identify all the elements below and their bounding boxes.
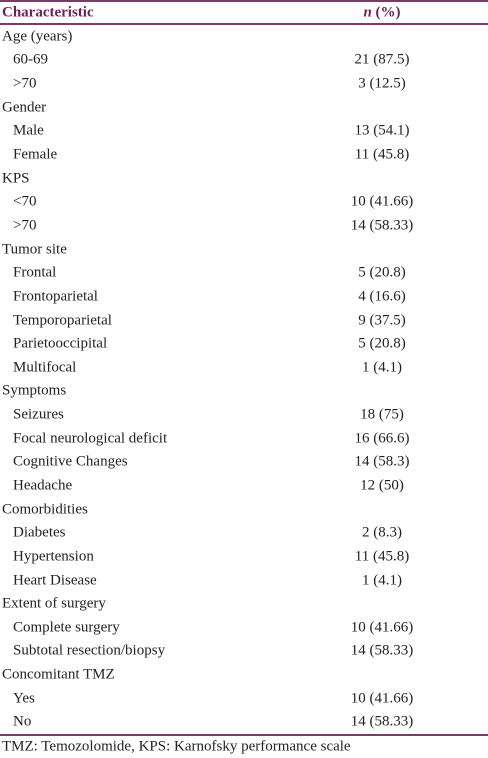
group-row: KPS bbox=[0, 167, 488, 191]
item-row: Complete surgery 10 (41.66) bbox=[0, 616, 488, 640]
item-row: Male 13 (54.1) bbox=[0, 120, 488, 144]
header-percent: (%) bbox=[375, 4, 401, 20]
group-label: Concomitant TMZ bbox=[2, 666, 115, 683]
item-row: Parietooccipital 5 (20.8) bbox=[0, 332, 488, 356]
item-value: 11 (45.8) bbox=[354, 548, 410, 565]
group-label: Extent of surgery bbox=[2, 595, 106, 612]
item-label: Cognitive Changes bbox=[13, 453, 128, 470]
item-label: Diabetes bbox=[13, 524, 66, 541]
footnote-row: TMZ: Temozolomide, KPS: Karnofsky perfor… bbox=[0, 736, 488, 758]
item-label: Female bbox=[13, 146, 58, 163]
item-value: 16 (66.6) bbox=[354, 430, 410, 447]
table-body: Age (years) 60-69 21 (87.5) >70 3 (12.5) Gend… bbox=[0, 25, 488, 734]
item-row: No 14 (58.33) bbox=[0, 711, 488, 735]
item-label: Multifocal bbox=[13, 359, 77, 376]
group-label: Age (years) bbox=[2, 28, 73, 45]
table-header: Characteristic n (%) bbox=[0, 0, 488, 25]
item-row: Multifocal 1 (4.1) bbox=[0, 356, 488, 380]
item-value: 11 (45.8) bbox=[354, 146, 410, 163]
group-row: Symptoms bbox=[0, 380, 488, 404]
item-value: 14 (58.3) bbox=[354, 453, 410, 470]
item-value: 5 (20.8) bbox=[358, 335, 406, 352]
item-row: Seizures 18 (75) bbox=[0, 403, 488, 427]
group-row: Gender bbox=[0, 96, 488, 120]
item-label: Frontal bbox=[13, 264, 57, 281]
item-label: Parietooccipital bbox=[13, 335, 108, 352]
item-value: 2 (8.3) bbox=[362, 524, 402, 541]
item-label: 60-69 bbox=[13, 51, 48, 68]
item-row: Focal neurological deficit 16 (66.6) bbox=[0, 427, 488, 451]
item-value: 18 (75) bbox=[360, 406, 404, 423]
item-value: 10 (41.66) bbox=[350, 619, 414, 636]
group-label: Comorbidities bbox=[2, 501, 88, 518]
header-characteristic: Characteristic bbox=[2, 4, 94, 20]
item-value: 1 (4.1) bbox=[362, 359, 402, 376]
footnote: TMZ: Temozolomide, KPS: Karnofsky perfor… bbox=[2, 738, 351, 755]
group-row: Extent of surgery bbox=[0, 592, 488, 616]
item-row: >70 3 (12.5) bbox=[0, 72, 488, 96]
item-row: Hypertension 11 (45.8) bbox=[0, 545, 488, 569]
item-row: 60-69 21 (87.5) bbox=[0, 49, 488, 73]
group-row: Concomitant TMZ bbox=[0, 663, 488, 687]
item-row: Frontal 5 (20.8) bbox=[0, 261, 488, 285]
item-value: 4 (16.6) bbox=[358, 288, 406, 305]
item-label: Subtotal resection/biopsy bbox=[13, 642, 166, 659]
item-row: Female 11 (45.8) bbox=[0, 143, 488, 167]
header-n: n bbox=[363, 4, 372, 20]
item-value: 9 (37.5) bbox=[358, 312, 406, 328]
item-value: 13 (54.1) bbox=[354, 122, 410, 139]
item-value: 1 (4.1) bbox=[362, 572, 402, 589]
item-label: Focal neurological deficit bbox=[13, 430, 168, 447]
table-bottom-rule bbox=[0, 734, 488, 737]
item-value: 21 (87.5) bbox=[354, 51, 410, 68]
item-label: No bbox=[13, 713, 32, 730]
group-row: Age (years) bbox=[0, 25, 488, 49]
item-label: Heart Disease bbox=[13, 572, 97, 589]
item-label: Temporoparietal bbox=[13, 312, 112, 328]
item-label: >70 bbox=[13, 75, 37, 92]
group-row: Tumor site bbox=[0, 238, 488, 262]
item-row: Diabetes 2 (8.3) bbox=[0, 521, 488, 545]
item-label: Seizures bbox=[13, 406, 64, 423]
item-value: 5 (20.8) bbox=[358, 264, 406, 281]
header-n-percent: n (%) bbox=[363, 4, 400, 21]
item-label: <70 bbox=[13, 193, 37, 210]
item-value: 14 (58.33) bbox=[350, 713, 414, 730]
item-label: Frontoparietal bbox=[13, 288, 98, 305]
item-row: <70 10 (41.66) bbox=[0, 190, 488, 214]
group-label: Symptoms bbox=[2, 382, 67, 399]
item-label: >70 bbox=[13, 217, 37, 234]
item-label: Complete surgery bbox=[13, 619, 120, 636]
item-value: 3 (12.5) bbox=[358, 75, 406, 92]
item-value: 10 (41.66) bbox=[350, 690, 414, 707]
item-value: 14 (58.33) bbox=[350, 217, 414, 234]
item-row: Frontoparietal 4 (16.6) bbox=[0, 285, 488, 309]
item-row: Heart Disease 1 (4.1) bbox=[0, 569, 488, 593]
item-value: 10 (41.66) bbox=[350, 193, 414, 210]
item-label: Yes bbox=[13, 690, 35, 707]
item-row: Temporoparietal 9 (37.5) bbox=[0, 309, 488, 333]
item-row: Headache 12 (50) bbox=[0, 474, 488, 498]
group-label: Tumor site bbox=[2, 241, 67, 258]
item-value: 12 (50) bbox=[360, 477, 404, 494]
group-row: Comorbidities bbox=[0, 498, 488, 522]
group-label: KPS bbox=[2, 170, 30, 187]
item-label: Male bbox=[13, 122, 44, 139]
item-row: >70 14 (58.33) bbox=[0, 214, 488, 238]
item-row: Yes 10 (41.66) bbox=[0, 687, 488, 711]
item-value: 14 (58.33) bbox=[350, 642, 414, 659]
group-label: Gender bbox=[2, 99, 47, 116]
item-row: Subtotal resection/biopsy 14 (58.33) bbox=[0, 640, 488, 664]
item-row: Cognitive Changes 14 (58.3) bbox=[0, 451, 488, 475]
item-label: Headache bbox=[13, 477, 73, 494]
item-label: Hypertension bbox=[13, 548, 94, 565]
